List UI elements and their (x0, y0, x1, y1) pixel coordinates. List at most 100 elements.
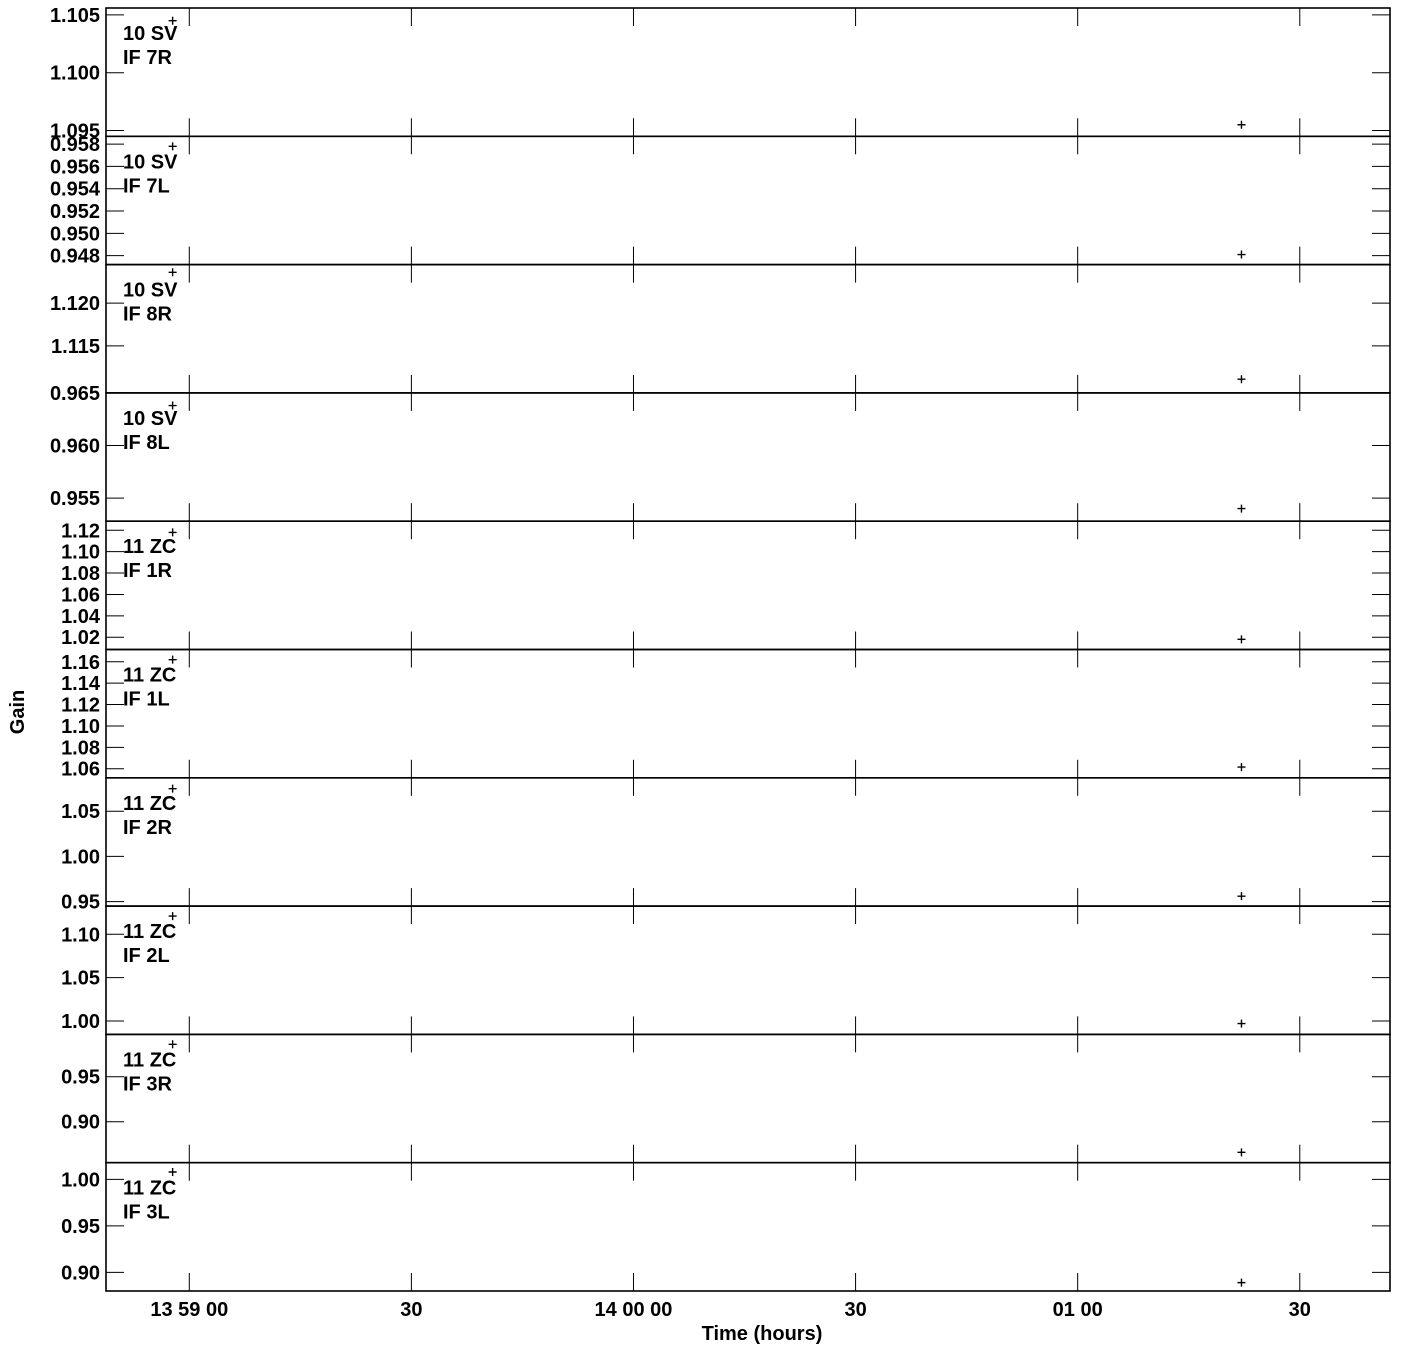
panel-source-label: 10 SV (123, 408, 178, 430)
y-tick-label: 1.115 (51, 336, 100, 358)
y-tick-label: 0.948 (50, 246, 100, 268)
data-point (168, 1040, 177, 1049)
y-tick-label: 1.16 (61, 652, 100, 674)
data-point (1237, 1278, 1246, 1287)
panel-if-label: IF 2R (123, 817, 172, 839)
x-axis: 13 59 00 30 14 00 00 30 01 00 30 (150, 1299, 1311, 1321)
data-point (168, 268, 177, 277)
y-tick-label: 1.12 (61, 695, 100, 717)
panel-frame (105, 135, 1391, 266)
panel-frame (105, 520, 1391, 651)
y-tick-label: 1.06 (61, 759, 100, 781)
data-point (1237, 763, 1246, 772)
panel-source-label: 10 SV (123, 151, 178, 173)
data-point (1237, 1019, 1246, 1028)
panel-source-label: 11 ZC (123, 1178, 176, 1200)
y-tick-label: 1.00 (61, 1169, 100, 1191)
data-point (1237, 635, 1246, 644)
panel-frame (105, 1033, 1391, 1164)
data-point (1237, 120, 1246, 129)
y-tick-label: 0.90 (61, 1112, 100, 1134)
panel-if-label: IF 2L (123, 945, 170, 967)
panel-source-label: 10 SV (123, 280, 178, 302)
y-tick-label: 0.965 (50, 383, 100, 405)
data-point (1237, 504, 1246, 513)
y-tick-label: 1.04 (61, 606, 101, 628)
y-tick-label: 0.90 (61, 1262, 100, 1284)
y-tick-label: 1.10 (61, 542, 100, 564)
data-point (168, 142, 177, 151)
panel-source-label: 11 ZC (123, 665, 176, 687)
y-tick-label: 1.06 (61, 584, 100, 606)
data-point (168, 16, 177, 25)
data-point (168, 528, 177, 537)
y-tick-label: 0.958 (50, 134, 100, 156)
data-point (168, 784, 177, 793)
data-point (168, 401, 177, 410)
y-tick-label: 0.95 (61, 1216, 100, 1238)
panel-frame (105, 776, 1391, 907)
y-tick-label: 1.100 (50, 63, 100, 85)
y-tick-label: 1.14 (61, 673, 101, 695)
panel-if-label: IF 3L (123, 1202, 170, 1224)
data-point (1237, 892, 1246, 901)
panel-frame (105, 905, 1391, 1036)
y-tick-label: 0.952 (50, 201, 100, 223)
y-tick-label: 0.954 (50, 179, 101, 201)
panel-source-label: 11 ZC (123, 536, 176, 558)
y-axis-label: Gain (7, 690, 29, 734)
y-tick-label: 1.00 (61, 1011, 100, 1033)
panel-if-label: IF 8L (123, 432, 170, 454)
panel-frame (105, 392, 1391, 522)
panel-frame (105, 1161, 1391, 1292)
y-tick-label: 1.05 (61, 968, 100, 990)
y-tick-label: 1.12 (61, 520, 100, 542)
panel-if-label: IF 1L (123, 689, 170, 711)
y-tick-label: 1.10 (61, 716, 100, 738)
y-tick-label: 0.955 (50, 488, 100, 510)
data-point (168, 655, 177, 664)
y-tick-label: 1.02 (61, 627, 100, 649)
y-tick-label: 1.05 (61, 801, 100, 823)
y-tick-label: 0.95 (61, 892, 100, 914)
data-point (168, 912, 177, 921)
panel-frame (105, 7, 1391, 138)
x-tick-label: 30 (1289, 1299, 1311, 1321)
panel-if-label: IF 3R (123, 1073, 172, 1095)
y-tick-label: 1.10 (61, 924, 100, 946)
panel-source-label: 11 ZC (123, 1049, 176, 1071)
x-tick-label: 14 00 00 (595, 1299, 673, 1321)
panel-frame (105, 648, 1391, 779)
y-tick-label: 1.08 (61, 737, 100, 759)
panel-source-label: 10 SV (123, 23, 178, 45)
y-tick-label: 1.00 (61, 846, 100, 868)
x-axis-label: Time (hours) (702, 1323, 823, 1345)
y-tick-label: 1.08 (61, 563, 100, 585)
panel-if-label: IF 1R (123, 560, 172, 582)
data-point (1237, 250, 1246, 259)
y-tick-label: 0.950 (50, 223, 100, 245)
y-tick-label: 0.956 (50, 156, 100, 178)
y-tick-label: 1.095 (50, 121, 100, 143)
y-tick-label: 0.960 (50, 435, 100, 457)
data-point (168, 1168, 177, 1176)
x-tick-label: 13 59 00 (150, 1299, 228, 1321)
data-point (1237, 375, 1246, 384)
x-tick-label: 01 00 (1053, 1299, 1103, 1321)
panel-if-label: IF 7L (123, 175, 170, 197)
x-tick-label: 30 (844, 1299, 866, 1321)
panel-frame (105, 263, 1391, 394)
y-tick-label: 1.105 (50, 5, 100, 27)
